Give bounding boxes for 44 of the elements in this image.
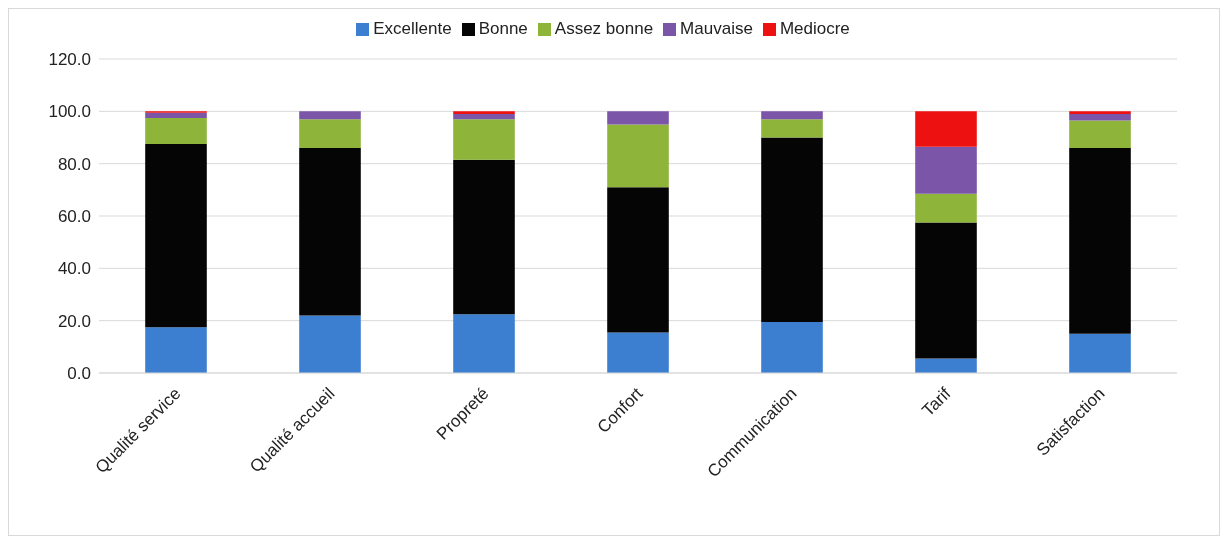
bar [453,159,515,315]
bar [915,358,977,373]
bar [761,137,823,322]
bar [915,111,977,147]
bar [145,117,207,145]
bar [299,119,361,148]
bar [299,111,361,120]
bar [915,193,977,223]
bar [915,146,977,194]
y-tick-label: 80.0 [57,154,91,174]
bar [607,111,669,125]
bar [1069,147,1131,334]
y-tick-label: 40.0 [57,259,91,279]
bar [299,147,361,316]
bar [607,332,669,373]
bar [453,314,515,373]
bar [607,124,669,188]
bar [1069,111,1131,114]
bar [299,315,361,373]
bar [761,111,823,120]
bar [761,321,823,373]
bar [145,112,207,118]
bar [761,119,823,138]
bar [453,111,515,114]
bar [1069,333,1131,373]
legend-label: Mauvaise [680,19,753,38]
bar [453,119,515,160]
y-tick-label: 120.0 [48,50,91,70]
x-tick-label: Tarif [918,383,955,421]
legend-label: Excellente [373,19,452,38]
legend-label: Mediocre [779,19,850,38]
legend-label: Assez bonne [554,19,654,38]
bar [453,113,515,120]
y-tick-label: 20.0 [57,311,91,331]
y-tick-label: 100.0 [48,102,91,122]
bar [145,144,207,328]
y-tick-label: 60.0 [57,207,91,227]
bar [145,327,207,373]
bar [1069,113,1131,121]
y-tick-label: 0.0 [67,364,91,384]
bar [607,187,669,333]
bar [1069,120,1131,148]
bar [915,222,977,359]
legend-label: Bonne [478,19,528,38]
